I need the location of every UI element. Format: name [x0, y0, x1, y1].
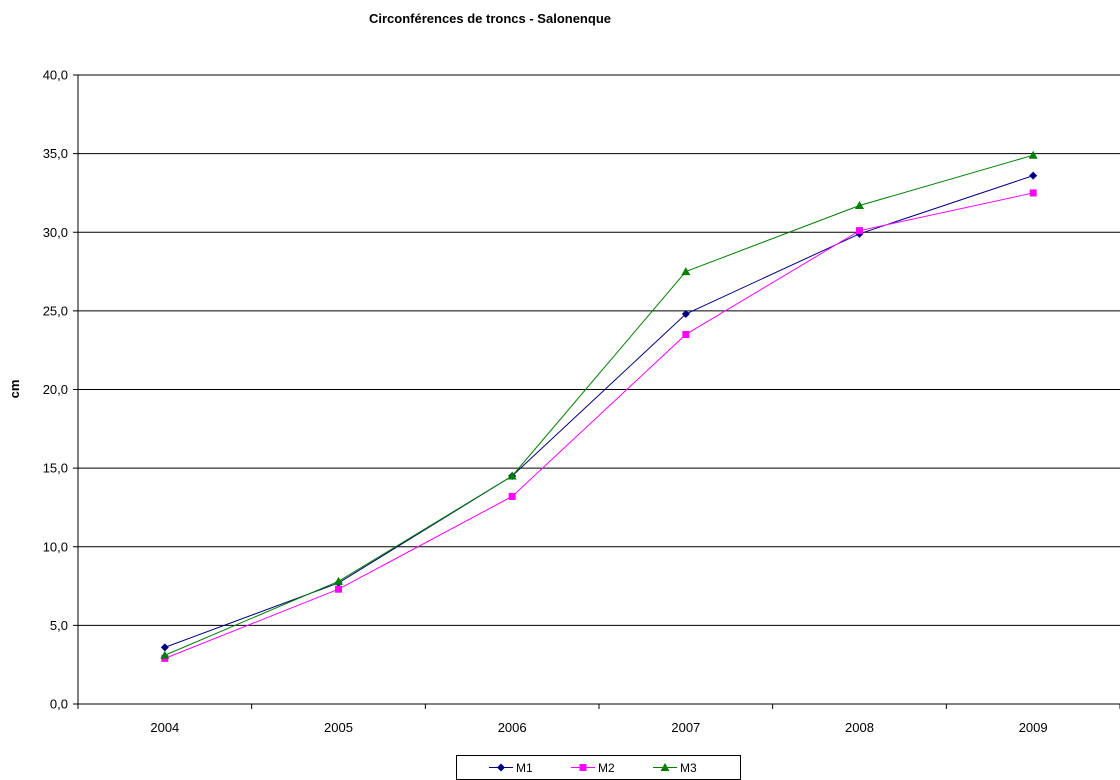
x-tick-label: 2006	[498, 720, 527, 735]
data-point-m3	[334, 576, 343, 585]
x-tick-label: 2008	[845, 720, 874, 735]
data-point-m3	[855, 201, 864, 210]
axes: 0,0 5,0 10,0 15,0 20,0 25,0 30,0 35,0 40,0 2004 20…	[43, 68, 1120, 735]
y-tick-label: 5,0	[50, 618, 68, 633]
series-line-m1	[164, 175, 1034, 648]
series-markers	[160, 150, 1038, 662]
data-point-m1	[1029, 171, 1038, 180]
y-tick-label: 30,0	[43, 225, 68, 240]
data-point-m2	[856, 227, 863, 235]
y-axis-label: cm	[7, 380, 22, 399]
data-point-m3	[160, 650, 170, 659]
data-point-m2	[335, 585, 342, 593]
legend-marker	[497, 763, 505, 772]
series-line-m3	[164, 154, 1034, 656]
legend-marker	[660, 763, 670, 771]
series-line-m2	[164, 192, 1034, 659]
y-tick-label: 0,0	[50, 697, 68, 712]
data-point-m3	[1028, 150, 1038, 159]
series-lines	[164, 154, 1034, 659]
y-tick-label: 10,0	[43, 539, 68, 554]
data-point-m3	[507, 471, 517, 480]
legend-marker	[579, 764, 587, 771]
gridlines	[78, 74, 1120, 626]
x-tick-label: 2009	[1019, 720, 1048, 735]
data-point-m1	[160, 643, 169, 652]
legend-item-m1: M1	[489, 761, 533, 775]
x-tick-label: 2004	[150, 720, 179, 735]
legend-item-m2: M2	[571, 761, 615, 775]
y-tick-label: 15,0	[43, 461, 68, 476]
chart-title: Circonférences de troncs - Salonenque	[369, 11, 611, 26]
legend-label: M3	[680, 761, 697, 775]
legend-label: M1	[516, 761, 533, 775]
legend: M1 M2 M3	[456, 755, 741, 780]
x-tick-label: 2007	[671, 720, 700, 735]
data-point-m2	[508, 492, 516, 500]
data-point-m2	[682, 330, 690, 338]
x-tick-label: 2005	[324, 720, 353, 735]
y-tick-label: 20,0	[43, 382, 68, 397]
legend-item-m3: M3	[653, 761, 697, 775]
data-point-m1	[681, 310, 690, 319]
y-tick-label: 25,0	[43, 303, 68, 318]
data-point-m3	[681, 267, 691, 276]
data-point-m2	[1029, 189, 1037, 197]
y-tick-label: 40,0	[43, 68, 68, 83]
legend-label: M2	[598, 761, 615, 775]
y-tick-label: 35,0	[43, 146, 68, 161]
